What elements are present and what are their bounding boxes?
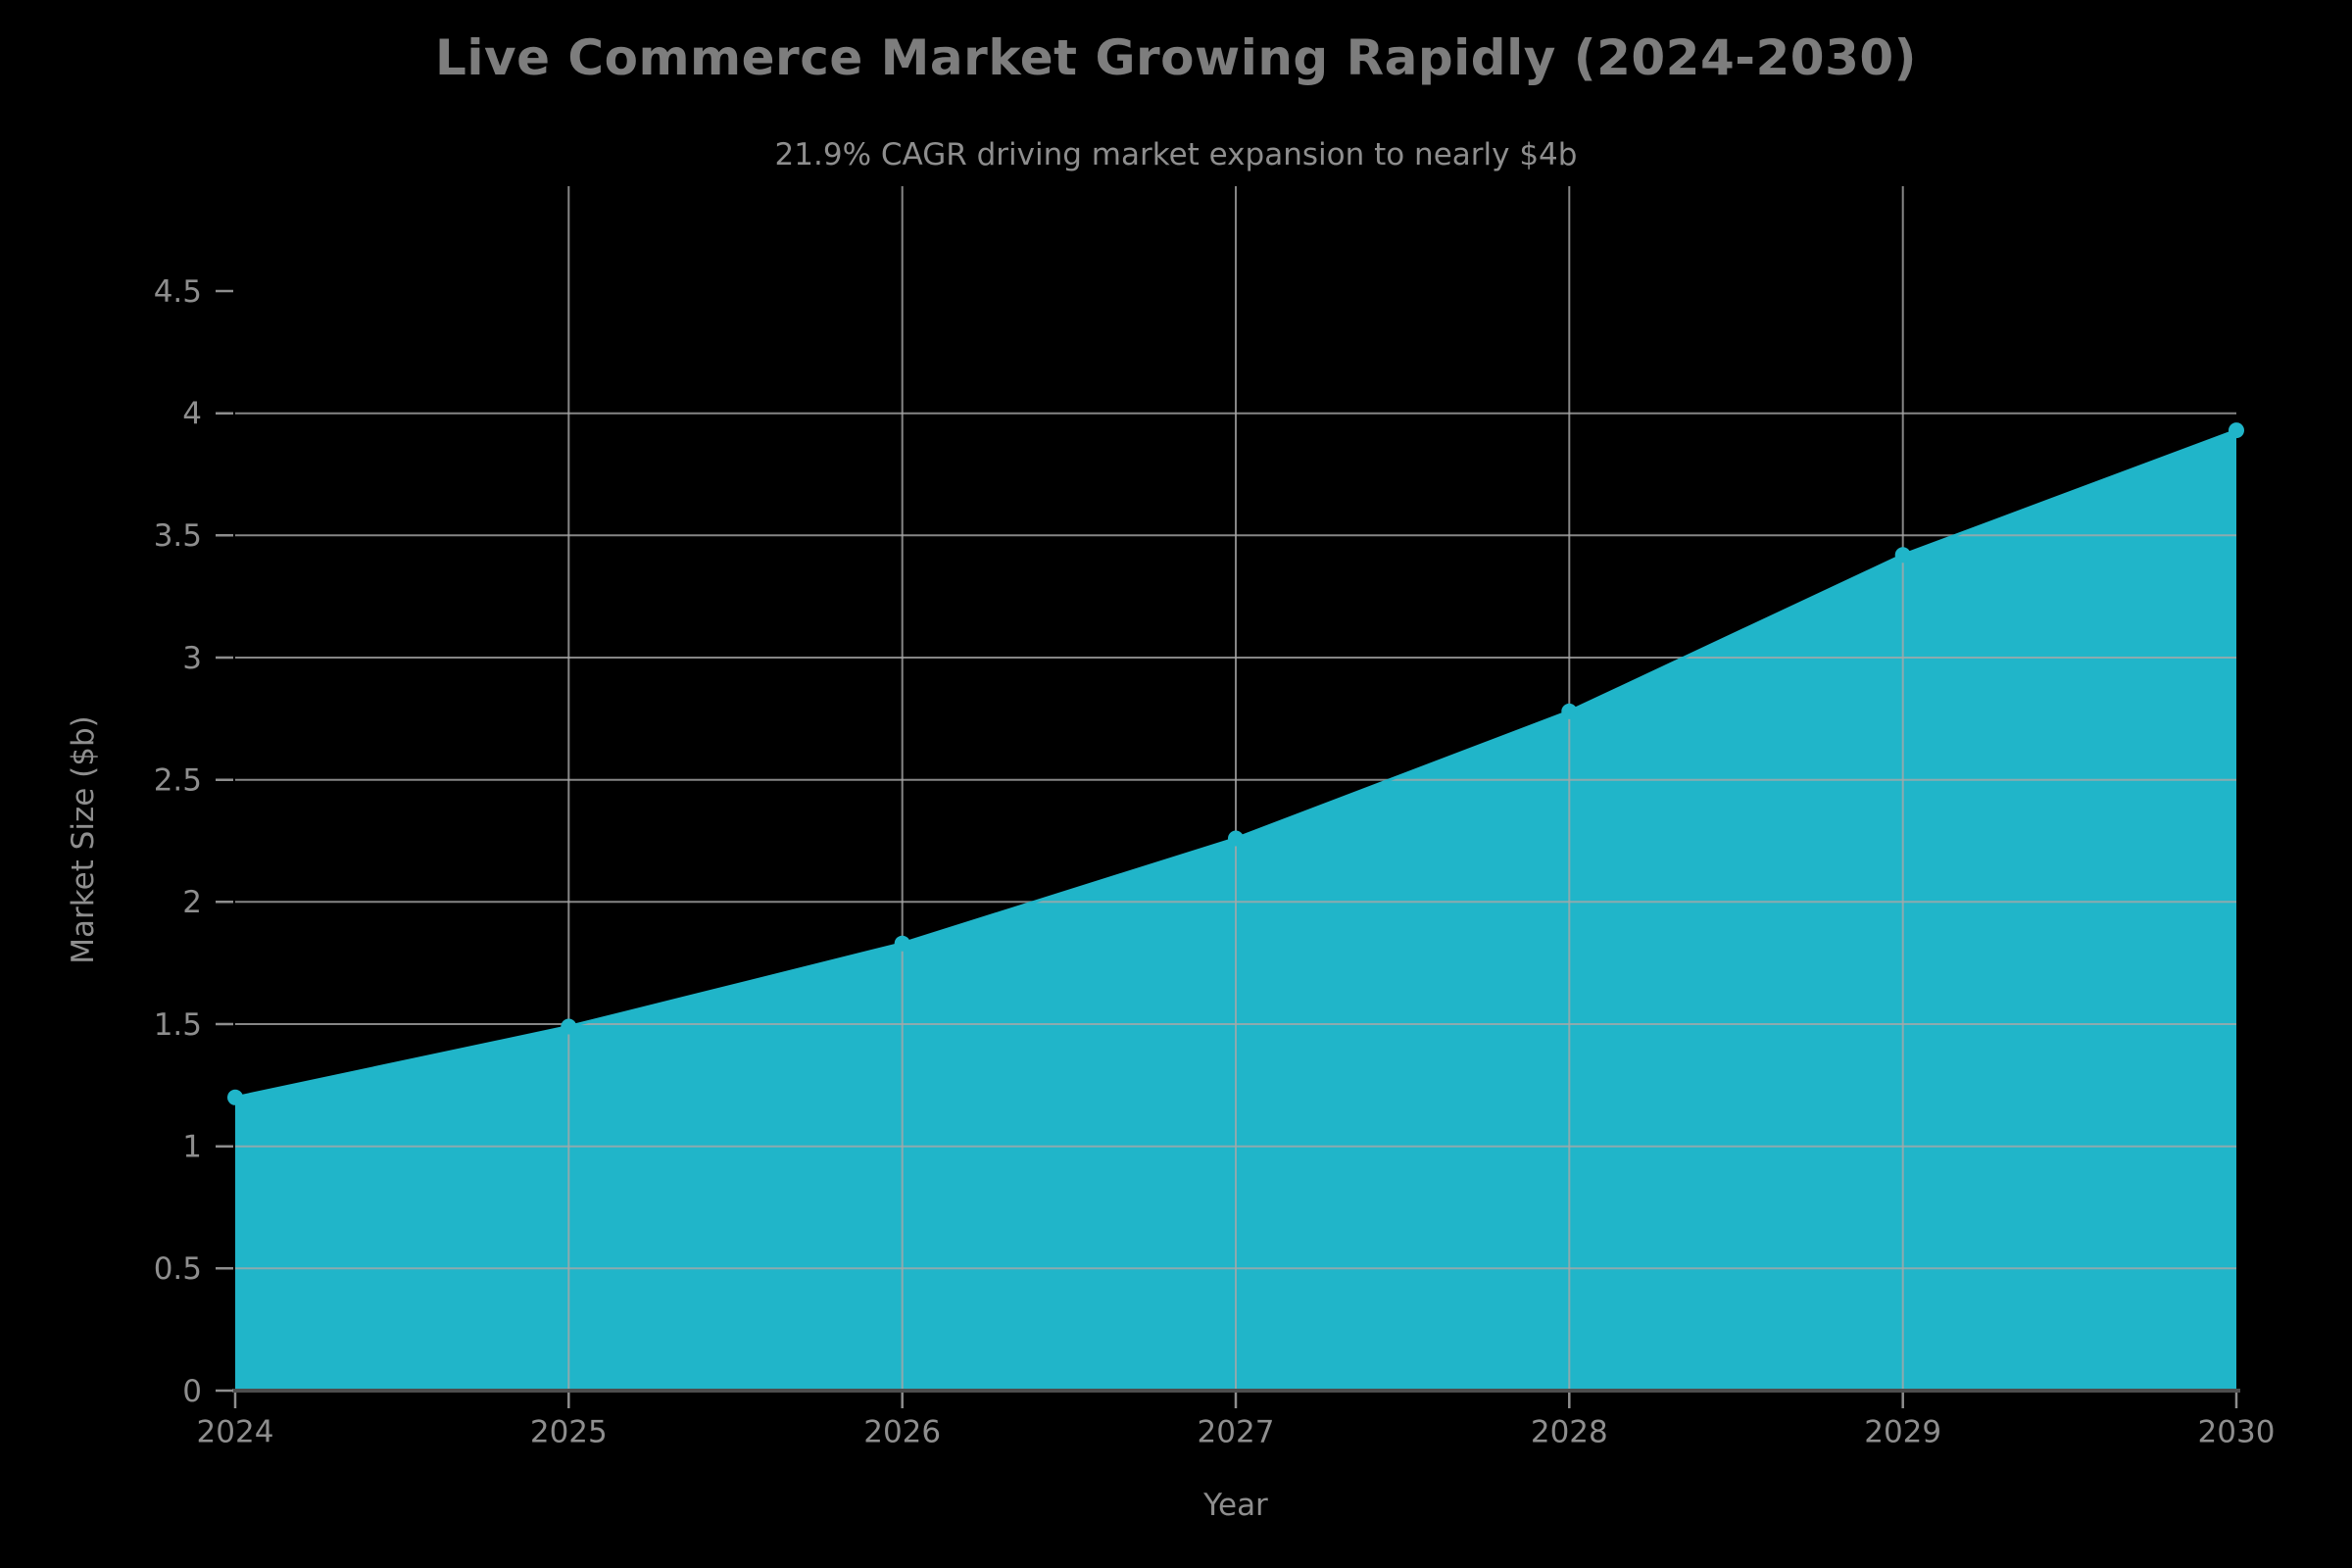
chart-title: Live Commerce Market Growing Rapidly (20… — [434, 29, 1917, 86]
data-point — [2229, 422, 2244, 439]
chart-subtitle: 21.9% CAGR driving market expansion to n… — [774, 137, 1578, 172]
y-tick-label: 0.5 — [154, 1251, 202, 1287]
y-tick-label: 4.5 — [154, 274, 202, 310]
data-point — [1228, 830, 1244, 847]
y-tick-label: 2.5 — [154, 763, 202, 799]
x-tick-label: 2027 — [1198, 1414, 1275, 1449]
data-point — [1894, 547, 1911, 564]
x-tick-label: 2026 — [863, 1414, 941, 1449]
data-point — [227, 1089, 243, 1105]
y-tick-label: 2 — [182, 885, 202, 920]
y-tick-label: 3 — [182, 641, 202, 676]
y-tick-label: 1.5 — [154, 1007, 202, 1043]
x-tick-label: 2029 — [1864, 1414, 1941, 1449]
x-tick-label: 2030 — [2198, 1414, 2276, 1449]
y-tick-label: 4 — [182, 397, 202, 432]
data-point — [894, 935, 910, 952]
data-point — [1561, 703, 1578, 719]
x-tick-label: 2025 — [530, 1414, 608, 1449]
x-tick-label: 2024 — [197, 1414, 274, 1449]
y-tick-label: 1 — [182, 1130, 202, 1165]
y-tick-label: 0 — [182, 1374, 202, 1409]
x-tick-label: 2028 — [1531, 1414, 1608, 1449]
y-tick-label: 3.5 — [154, 518, 202, 554]
data-point — [561, 1018, 577, 1035]
x-axis-label: Year — [1203, 1488, 1268, 1523]
